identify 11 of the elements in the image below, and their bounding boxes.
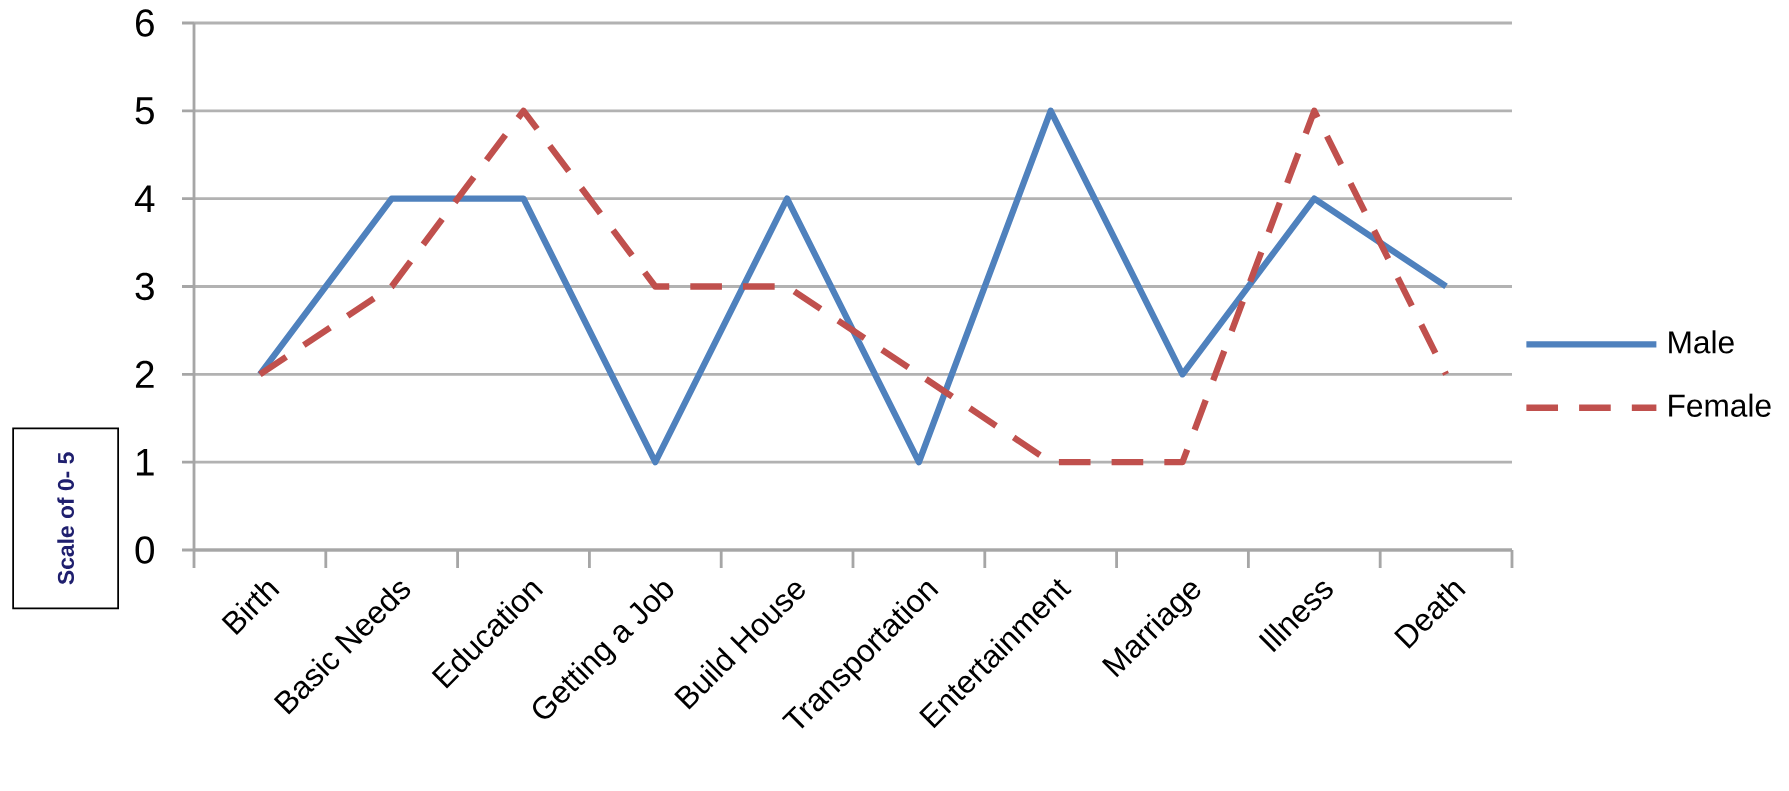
legend-label: Male: [1669, 330, 1734, 354]
y-axis-title: Scale of 0- 5: [57, 452, 75, 585]
y-tick-label: 6: [136, 9, 154, 37]
x-tick-label: Birth: [221, 582, 280, 635]
y-tick-label: 1: [136, 448, 154, 476]
y-tick-label: 3: [135, 272, 154, 301]
y-tick-label: 5: [135, 97, 154, 125]
y-tick-label: 4: [134, 185, 155, 212]
y-tick-label: 0: [135, 536, 154, 564]
legend-label: Female: [1669, 393, 1771, 417]
y-tick-label: 2: [135, 360, 154, 388]
